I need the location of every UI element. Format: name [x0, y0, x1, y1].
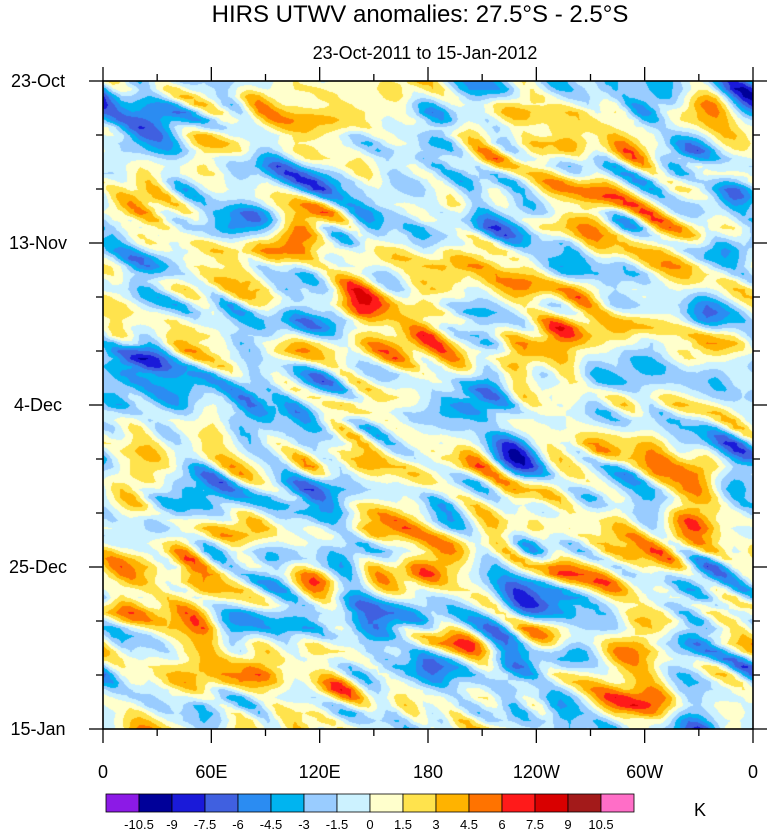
y-axis: 23-Oct 13-Nov 4-Dec 25-Dec 15-Jan: [9, 71, 767, 739]
x-tick-label: 0: [98, 762, 108, 782]
colorbar-swatch: [369, 793, 404, 813]
colorbar-swatch: [468, 793, 503, 813]
colorbar-label: 6: [498, 817, 505, 830]
chart-title: HIRS UTWV anomalies: 27.5°S - 2.5°S: [212, 1, 629, 28]
colorbar-swatch: [402, 793, 437, 813]
y-tick-label: 13-Nov: [9, 233, 67, 253]
colorbar-swatch: [138, 793, 173, 813]
colorbar-swatch: [204, 793, 239, 813]
colorbar-label: -1.5: [326, 817, 348, 830]
plot-area: [103, 81, 753, 729]
colorbar-units: K: [694, 800, 706, 820]
colorbar-swatch: [105, 793, 140, 813]
colorbar-swatch: [435, 793, 470, 813]
colorbar: -10.5 -9 -7.5 -6 -4.5 -3 -1.5 0 1.5 3 4.5 6 7.5 9 10.5: [105, 793, 635, 830]
colorbar-swatch: [501, 793, 536, 813]
y-tick-label: 4-Dec: [14, 395, 62, 415]
colorbar-label: 4.5: [460, 817, 478, 830]
colorbar-swatch: [237, 793, 272, 813]
colorbar-swatch: [270, 793, 305, 813]
x-axis: 0 60E 120E 180 120W 60W 0: [98, 67, 758, 782]
colorbar-swatch: [336, 793, 371, 813]
colorbar-label: -6: [232, 817, 244, 830]
colorbar-swatch: [303, 793, 338, 813]
x-tick-label: 60W: [626, 762, 663, 782]
colorbar-label: 1.5: [394, 817, 412, 830]
colorbar-label: 7.5: [526, 817, 544, 830]
colorbar-label: -3: [298, 817, 310, 830]
colorbar-label: -7.5: [194, 817, 216, 830]
chart-subtitle: 23-Oct-2011 to 15-Jan-2012: [313, 43, 538, 63]
colorbar-label: -9: [166, 817, 178, 830]
x-tick-label: 0: [748, 762, 758, 782]
colorbar-label: 0: [366, 817, 373, 830]
y-tick-label: 23-Oct: [11, 71, 65, 91]
x-tick-label: 60E: [195, 762, 227, 782]
colorbar-label: 10.5: [588, 817, 613, 830]
anomaly-heatmap: [103, 81, 753, 729]
colorbar-label: 3: [432, 817, 439, 830]
colorbar-swatch: [171, 793, 206, 813]
colorbar-label: -10.5: [124, 817, 154, 830]
x-tick-label: 120E: [299, 762, 341, 782]
y-tick-label: 15-Jan: [10, 719, 65, 739]
colorbar-swatch: [600, 793, 635, 813]
y-tick-label: 25-Dec: [9, 557, 67, 577]
colorbar-label: -4.5: [260, 817, 282, 830]
x-tick-label: 180: [413, 762, 443, 782]
x-tick-label: 120W: [513, 762, 560, 782]
colorbar-label: 9: [564, 817, 571, 830]
colorbar-swatch: [534, 793, 569, 813]
colorbar-swatch: [567, 793, 602, 813]
